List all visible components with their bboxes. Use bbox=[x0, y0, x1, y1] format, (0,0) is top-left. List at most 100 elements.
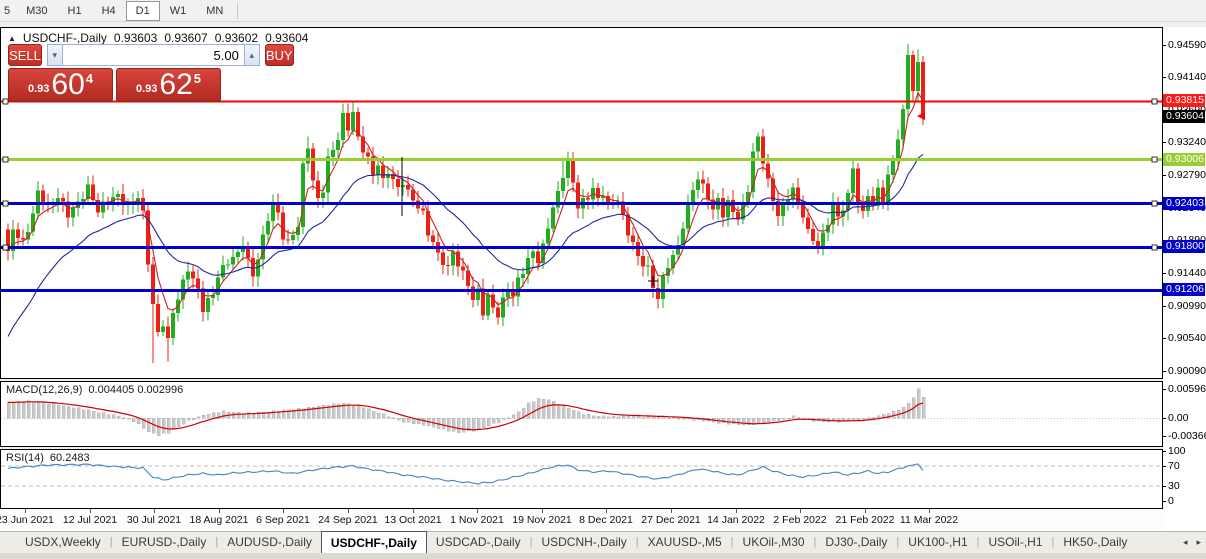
date-axis[interactable]: 23 Jun 2021 12 Jul 2021 30 Jul 2021 18 Aug … bbox=[0, 509, 1163, 531]
symbol-tab-usdx-weekly[interactable]: USDX,Weekly bbox=[25, 535, 101, 549]
date-axis-label: 1 Nov 2021 bbox=[450, 514, 504, 526]
triangle-down-icon: ▾ bbox=[52, 49, 58, 60]
tab-separator: | bbox=[529, 536, 533, 548]
date-axis-label: 11 Mar 2022 bbox=[899, 514, 959, 526]
price-line-label: 0.91800 bbox=[1163, 240, 1205, 254]
timeframe-button-d1[interactable]: D1 bbox=[125, 0, 160, 21]
timeframe-button-h1[interactable]: H1 bbox=[67, 4, 82, 17]
line-handle[interactable] bbox=[2, 244, 9, 251]
price-axis-tick bbox=[1163, 44, 1166, 46]
rsi-axis-tick bbox=[1163, 486, 1166, 487]
status-bar bbox=[0, 553, 1206, 559]
timeframe-button-5[interactable]: 5 bbox=[4, 4, 11, 17]
tab-separator: | bbox=[976, 536, 980, 548]
tab-separator: | bbox=[813, 536, 817, 548]
timeframe-button-h4[interactable]: H4 bbox=[101, 4, 116, 17]
symbol-tab-usdchf-daily[interactable]: USDCHF-,Daily bbox=[320, 531, 427, 553]
date-axis-tick bbox=[477, 509, 478, 513]
symbol-tab-usdcad-daily[interactable]: USDCAD-,Daily bbox=[435, 535, 521, 549]
tab-scroll-arrows: ◂ ▸ bbox=[1183, 537, 1201, 548]
price-axis[interactable]: 0.945900.941400.936900.932400.927900.923… bbox=[1163, 27, 1206, 531]
symbol-tab-bar: USDX,Weekly | EURUSD-,Daily | AUDUSD-,Daily U… bbox=[0, 531, 1206, 553]
volume-decrease-button[interactable]: ▾ bbox=[46, 44, 63, 66]
volume-increase-button[interactable]: ▴ bbox=[243, 44, 260, 66]
date-axis-tick bbox=[154, 509, 155, 513]
volume-input[interactable] bbox=[62, 44, 244, 66]
line-handle[interactable] bbox=[1151, 244, 1158, 251]
date-axis-label: 24 Sep 2021 bbox=[318, 514, 378, 526]
price-axis-tick bbox=[1163, 142, 1166, 144]
macd-label: MACD(12,26,9) 0.004405 0.002996 bbox=[6, 384, 183, 396]
date-axis-label: 27 Dec 2021 bbox=[641, 514, 701, 526]
volume-stepper: ▾ ▴ bbox=[46, 44, 260, 66]
toolbar-separator bbox=[237, 2, 239, 19]
macd-panel[interactable] bbox=[0, 381, 1163, 447]
rsi-axis-label: 30 bbox=[1168, 480, 1180, 492]
timeframe-button-mn[interactable]: MN bbox=[206, 4, 224, 17]
date-axis-tick bbox=[413, 509, 414, 513]
chart-symbol-label: USDCHF-,Daily bbox=[22, 31, 107, 45]
date-axis-label: 19 Nov 2021 bbox=[512, 514, 572, 526]
price-axis-tick bbox=[1163, 272, 1166, 274]
date-axis-tick bbox=[929, 509, 930, 513]
ohlc-high: 0.93607 bbox=[164, 31, 208, 45]
rsi-line bbox=[7, 463, 924, 485]
line-handle[interactable] bbox=[2, 200, 9, 207]
timeframe-toolbar: 5 M30 H1 H4 D1 W1 MN bbox=[0, 0, 1206, 22]
macd-signal-line bbox=[8, 401, 924, 431]
sell-price-main: 60 bbox=[51, 68, 85, 101]
tab-separator: | bbox=[109, 536, 113, 548]
line-handle[interactable] bbox=[2, 156, 9, 163]
tab-scroll-left-icon[interactable]: ◂ bbox=[1182, 537, 1188, 547]
line-handle[interactable] bbox=[1151, 200, 1158, 207]
sell-price-display[interactable]: 0.93 60 4 bbox=[8, 68, 113, 102]
chart-title: ▲ USDCHF-,Daily 0.93603 0.93607 0.93602 … bbox=[8, 31, 308, 45]
symbol-tab-dj30-daily[interactable]: DJ30-,Daily bbox=[825, 535, 888, 549]
date-axis-tick bbox=[348, 509, 349, 513]
line-handle[interactable] bbox=[1151, 98, 1158, 105]
line-handle[interactable] bbox=[2, 98, 9, 105]
symbol-tab-eurusd-daily[interactable]: EURUSD-,Daily bbox=[121, 535, 207, 549]
date-axis-tick bbox=[606, 509, 607, 513]
price-axis-tick-label: 0.91440 bbox=[1168, 266, 1206, 279]
symbol-tab-xauusd-m5[interactable]: XAUUSD-,M5 bbox=[647, 535, 722, 549]
macd-panel-border bbox=[0, 381, 1163, 447]
buy-price-display[interactable]: 0.93 62 5 bbox=[116, 68, 221, 102]
rsi-axis-label: 0 bbox=[1168, 495, 1174, 507]
symbol-tab-audusd-daily[interactable]: AUDUSD-,Daily bbox=[227, 535, 312, 549]
price-line-label: 0.93006 bbox=[1163, 152, 1205, 166]
macd-name: MACD(12,26,9) bbox=[6, 384, 83, 396]
buy-price-main: 62 bbox=[159, 68, 193, 101]
sell-button[interactable]: SELL bbox=[8, 44, 42, 66]
date-axis-label: 14 Jan 2022 bbox=[707, 514, 765, 526]
macd-values: 0.004405 0.002996 bbox=[88, 384, 184, 396]
rsi-axis-tick bbox=[1163, 451, 1166, 452]
buy-price-prefix: 0.93 bbox=[135, 83, 158, 95]
macd-axis-tick bbox=[1163, 435, 1166, 437]
main-panel-border bbox=[0, 27, 1163, 379]
macd-axis-label: 0.00 bbox=[1168, 412, 1189, 424]
buy-button[interactable]: BUY bbox=[264, 44, 294, 66]
rsi-panel[interactable] bbox=[0, 449, 1163, 509]
timeframe-button-m30[interactable]: M30 bbox=[26, 4, 48, 17]
rsi-panel-border bbox=[0, 449, 1163, 509]
date-axis-label: 23 Jun 2021 bbox=[0, 514, 54, 526]
symbol-tab-uk100-h1[interactable]: UK100-,H1 bbox=[908, 535, 968, 549]
sell-price-prefix: 0.93 bbox=[27, 83, 50, 95]
tab-separator: | bbox=[215, 536, 219, 548]
price-axis-tick bbox=[1163, 175, 1166, 177]
symbol-tab-hk50-daily[interactable]: HK50-,Daily bbox=[1063, 535, 1128, 549]
collapse-triangle-icon: ▲ bbox=[8, 33, 16, 43]
line-handle[interactable] bbox=[1151, 156, 1158, 163]
price-axis-tick-label: 0.92790 bbox=[1168, 169, 1206, 182]
symbol-tab-ukoil-m30[interactable]: UKOil-,M30 bbox=[742, 535, 805, 549]
timeframe-button-w1[interactable]: W1 bbox=[169, 4, 187, 17]
triangle-up-icon: ▴ bbox=[249, 49, 255, 60]
tab-separator: | bbox=[730, 536, 734, 548]
symbol-tab-usdcnh-daily[interactable]: USDCNH-,Daily bbox=[541, 535, 627, 549]
price-line-label: 0.93604 bbox=[1163, 109, 1205, 123]
symbol-tab-usoil-h1[interactable]: USOil-,H1 bbox=[988, 535, 1043, 549]
tab-scroll-right-icon[interactable]: ▸ bbox=[1196, 537, 1201, 547]
price-axis-tick-label: 0.90990 bbox=[1168, 299, 1206, 312]
